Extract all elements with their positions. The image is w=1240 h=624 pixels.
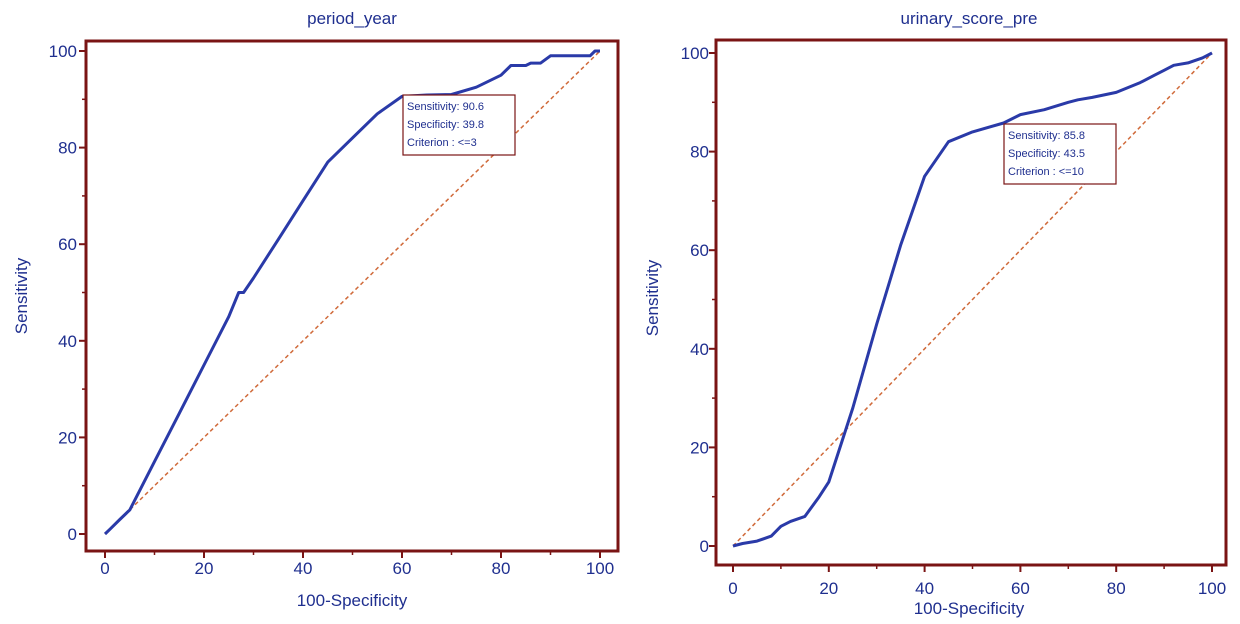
chart-title: period_year	[307, 9, 397, 28]
x-axis-title: 100-Specificity	[297, 591, 408, 610]
x-tick-label: 100	[586, 559, 614, 578]
y-tick-label: 40	[690, 340, 709, 359]
y-tick-label: 0	[700, 537, 709, 556]
x-tick-label: 60	[1011, 579, 1030, 598]
x-axis-title: 100-Specificity	[914, 599, 1025, 618]
y-axis-title: Sensitivity	[643, 259, 662, 336]
x-tick-label: 20	[195, 559, 214, 578]
y-tick-label: 60	[58, 235, 77, 254]
chart-period-year: period_year 100-Specificity Sensitivity 0 20…	[12, 9, 620, 610]
y-tick-label: 80	[58, 139, 77, 158]
x-tick-label: 80	[1107, 579, 1126, 598]
y-tick-label: 100	[49, 42, 77, 61]
roc-curve	[103, 49, 600, 536]
y-axis-title: Sensitivity	[12, 257, 31, 334]
x-tick-label: 0	[100, 559, 109, 578]
y-tick-label: 80	[690, 143, 709, 162]
y-tick-label: 0	[68, 525, 77, 544]
x-tick-label: 40	[294, 559, 313, 578]
y-tick-label: 20	[690, 438, 709, 457]
x-tick-label: 80	[492, 559, 511, 578]
y-tick-label: 60	[690, 241, 709, 260]
annotation-line: Criterion : <=3	[407, 137, 477, 149]
annotation-line: Specificity: 43.5	[1008, 148, 1085, 160]
y-tick-label: 20	[58, 428, 77, 447]
annotation-line: Criterion : <=10	[1008, 166, 1084, 178]
plot-frame	[714, 38, 1228, 567]
roc-curve	[732, 51, 1213, 548]
y-tick-label: 100	[681, 44, 709, 63]
x-tick-label: 40	[915, 579, 934, 598]
annotation-line: Sensitivity: 90.6	[407, 101, 484, 113]
chart-urinary-score-pre: urinary_score_pre 100-Specificity Sensitiv…	[643, 9, 1228, 618]
x-tick-label: 0	[728, 579, 737, 598]
x-tick-label: 60	[393, 559, 412, 578]
criterion-annotation-box	[402, 94, 516, 156]
y-tick-label: 40	[58, 332, 77, 351]
chart-title: urinary_score_pre	[900, 9, 1037, 28]
x-tick-label: 100	[1198, 579, 1226, 598]
annotation-line: Sensitivity: 85.8	[1008, 130, 1085, 142]
reference-diagonal-line	[104, 50, 601, 535]
criterion-annotation-box	[1003, 123, 1117, 185]
annotation-line: Specificity: 39.8	[407, 119, 484, 131]
x-tick-label: 20	[819, 579, 838, 598]
reference-diagonal-line	[732, 52, 1213, 547]
